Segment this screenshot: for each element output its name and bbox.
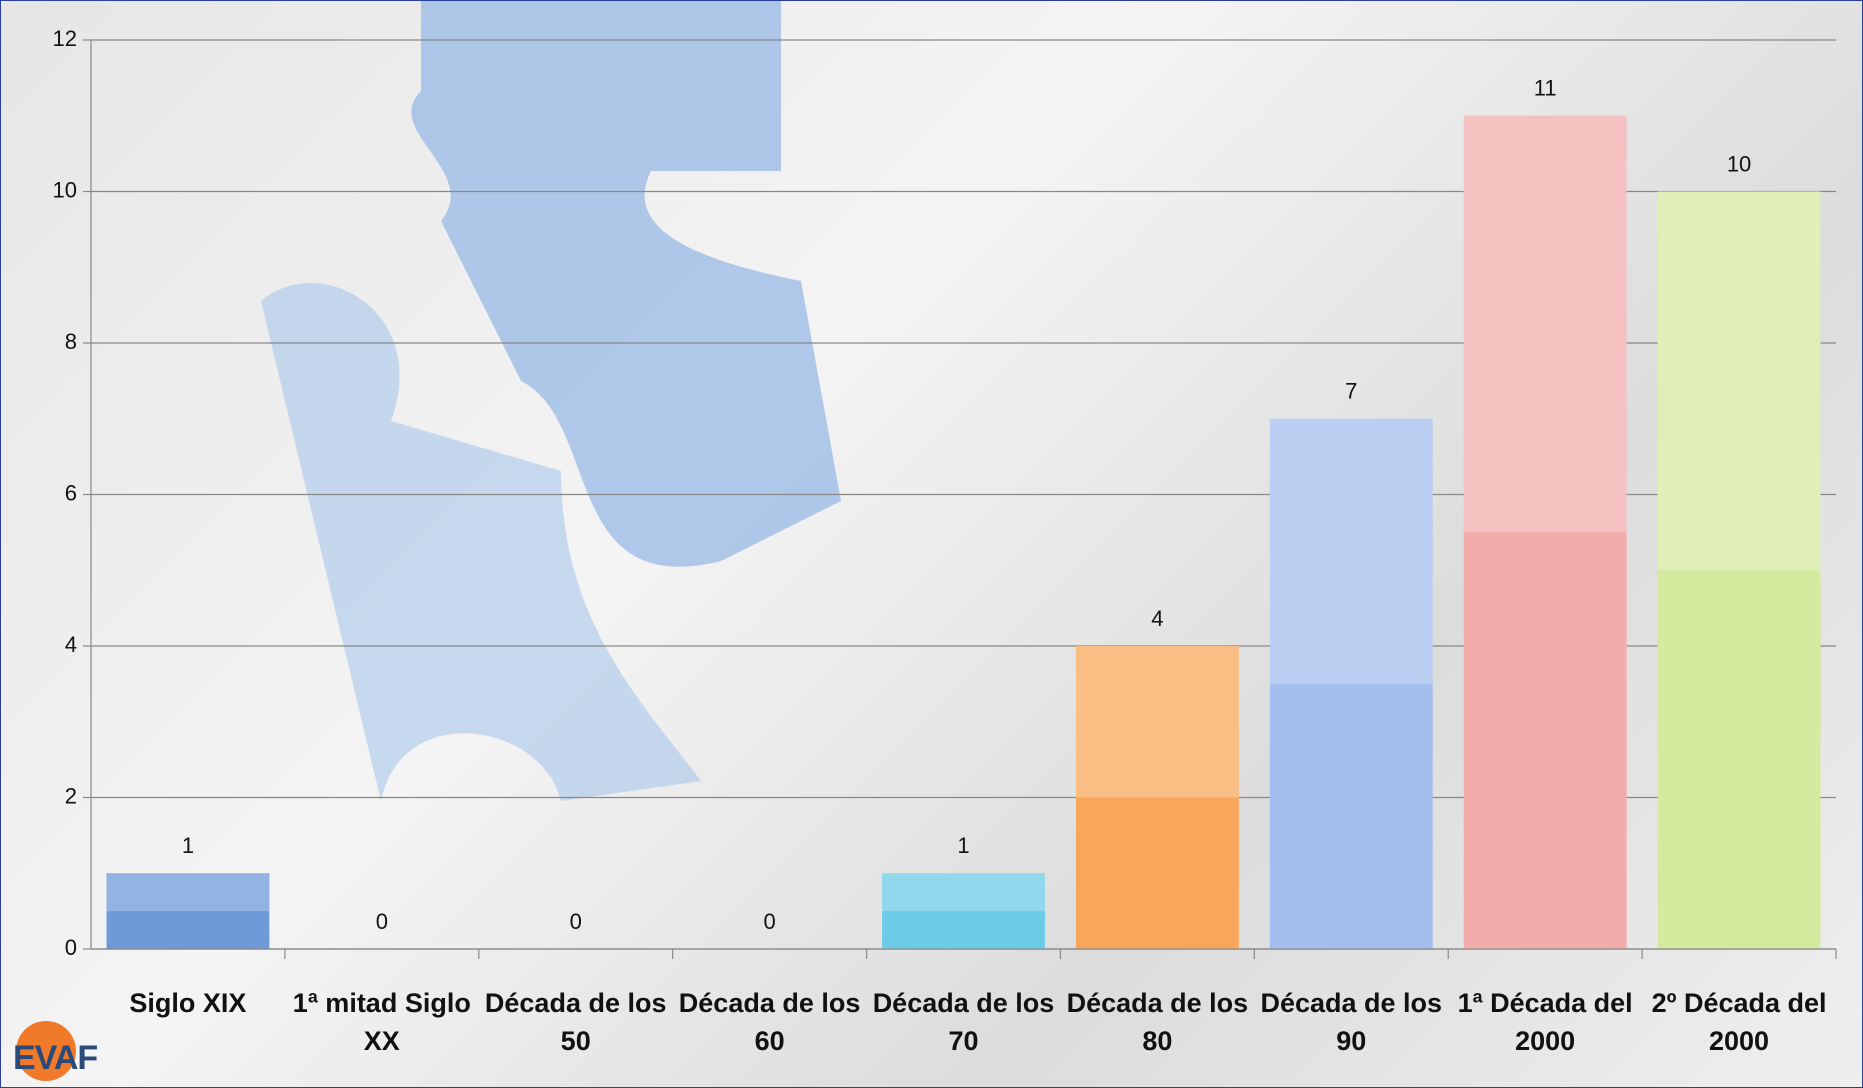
y-tick-label: 6 xyxy=(65,480,77,505)
value-label: 0 xyxy=(570,909,582,934)
y-tick-label: 0 xyxy=(65,935,77,960)
x-tick-label: Siglo XIX xyxy=(129,988,247,1018)
bar-sheen xyxy=(1463,115,1627,533)
x-tick-label: 2º Década del 2000 xyxy=(1651,988,1827,1056)
bar-sheen xyxy=(106,873,270,912)
x-tick-label: Década de los 70 xyxy=(872,988,1055,1056)
value-label: 1 xyxy=(182,833,194,858)
value-label: 1 xyxy=(957,833,969,858)
value-label: 0 xyxy=(763,909,775,934)
bar xyxy=(1075,646,1239,949)
y-tick-label: 12 xyxy=(53,26,77,51)
y-tick-label: 10 xyxy=(53,177,77,202)
value-label: 11 xyxy=(1534,76,1557,101)
x-tick-label: Década de los 50 xyxy=(484,988,667,1056)
bar xyxy=(882,873,1045,949)
x-tick-label: Década de los 60 xyxy=(678,988,861,1056)
x-tick-label: Década de los 90 xyxy=(1260,988,1443,1056)
background-shape xyxy=(231,1,841,567)
value-label: 4 xyxy=(1151,606,1163,631)
bar-sheen xyxy=(882,873,1045,912)
value-label: 0 xyxy=(376,909,388,934)
bar-sheen xyxy=(1075,646,1239,798)
value-label: 10 xyxy=(1727,151,1751,176)
x-tick-label: 1ª mitad Siglo XX xyxy=(292,988,471,1056)
bar xyxy=(1657,191,1821,949)
bar xyxy=(106,873,270,949)
bar xyxy=(1269,418,1433,949)
value-label: 7 xyxy=(1345,379,1357,404)
x-tick-label: 1ª Década del 2000 xyxy=(1457,988,1633,1056)
logo: EVAF xyxy=(13,1039,98,1077)
y-tick-label: 8 xyxy=(65,329,77,354)
bar-sheen xyxy=(1269,418,1433,684)
bar-sheen xyxy=(1657,191,1821,571)
x-tick-label: Década de los 80 xyxy=(1066,988,1249,1056)
bar xyxy=(1463,115,1627,949)
y-tick-label: 2 xyxy=(65,783,77,808)
background-shape xyxy=(261,283,701,801)
y-tick-label: 4 xyxy=(65,632,77,657)
logo-badge xyxy=(16,1021,76,1081)
